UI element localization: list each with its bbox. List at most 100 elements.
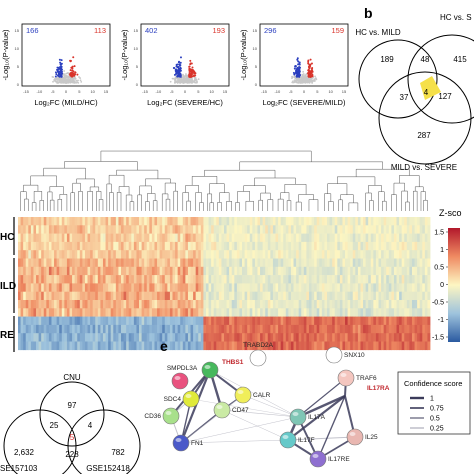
node-label: SDC4	[164, 396, 182, 403]
zscore-ticks: 1.5 1 0.5 0 -0.5 -1 -1.5	[432, 230, 448, 342]
volcano-y-label: -Log₁₀(P-value)	[1, 29, 10, 81]
zscore-tick: 1.5	[434, 230, 444, 237]
venn-b-highlight	[420, 76, 441, 100]
node-il17re[interactable]: IL17RE	[309, 450, 350, 468]
node-thbs1[interactable]: THBS1	[201, 359, 244, 379]
network-edge	[297, 377, 347, 418]
node-label: THBS1	[222, 359, 244, 366]
volcano-x-tick: 0	[303, 89, 306, 94]
volcano-x-tick: 5	[197, 89, 200, 94]
node-fn1[interactable]: FN1	[172, 434, 204, 452]
confidence-legend-box	[397, 371, 471, 435]
volcano-x-tick: 5	[316, 89, 319, 94]
volcano-y-tick: 5	[255, 64, 258, 69]
volcano-x-tick: 5	[78, 89, 81, 94]
volcano-y-tick: 5	[136, 64, 139, 69]
venn-d-left-right: 228	[65, 450, 79, 459]
network-edge	[287, 436, 356, 441]
volcano-up-count: 193	[212, 26, 225, 35]
node-cd47[interactable]: CD47	[213, 401, 249, 419]
heatmap-dendrogram	[20, 150, 428, 211]
volcano-up-count: 159	[331, 26, 344, 35]
volcano-x-tick: 15	[342, 89, 347, 94]
network-edge	[180, 439, 289, 444]
venn-b-ac: 37	[400, 93, 409, 102]
node-il25[interactable]: IL25	[346, 428, 378, 446]
venn-b-label-bottom: MILD vs. SEVERE	[391, 163, 457, 172]
confidence-legend-title: Confidence score	[404, 379, 462, 388]
volcano-x-tick: 0	[65, 89, 68, 94]
volcano-frame	[21, 23, 111, 87]
volcano-x-tick: 0	[184, 89, 187, 94]
row-label-ild: ILD	[0, 281, 16, 292]
venn-d-right-only: 782	[111, 448, 125, 457]
network-edge	[179, 369, 212, 444]
node-il17ra[interactable]: IL17RA	[367, 385, 390, 392]
volcano-y-tick: 10	[134, 46, 139, 51]
venn-b-label-right: HC vs. S	[440, 13, 472, 22]
zscore-tick: -1	[438, 317, 444, 324]
venn-d-label-right: GSE152418	[86, 464, 130, 473]
volcano-x-tick: 15	[104, 89, 109, 94]
venn-b-bc: 127	[438, 92, 452, 101]
volcano-y-label: -Log₁₀(P-value)	[239, 29, 248, 81]
volcano-y-tick: 15	[253, 28, 258, 33]
node-label: SNX10	[344, 352, 365, 359]
venn-d-left-only: 2,632	[14, 448, 35, 457]
volcano-y-tick: 0	[136, 82, 139, 87]
network-panel: e SMPDL3A THBS1 TRABD2A SNX10 SDC4 CALR TRAF6 I…	[144, 338, 471, 468]
heatmap-cells	[18, 217, 431, 351]
volcano-y-tick: 5	[17, 64, 20, 69]
network-edge	[180, 394, 244, 444]
volcano-y-tick: 10	[253, 46, 258, 51]
volcano-y-tick: 10	[15, 46, 20, 51]
venn-b-circle-left	[358, 39, 438, 119]
heatmap-panel: HC ILD RE Z-sco 1.5 1 0.5 0 -0.5 -1 -1.5	[0, 150, 462, 352]
volcano-x-tick: -10	[155, 89, 162, 94]
node-label: IL17F	[298, 437, 315, 444]
network-edge	[317, 395, 346, 460]
confidence-label: 0.75	[430, 406, 444, 413]
venn-b: b HC vs. MILD HC vs. S 189 48 415 37 4 1…	[355, 5, 474, 172]
node-smpdl3a[interactable]: SMPDL3A	[167, 365, 198, 390]
venn-d-label-top: CNU	[63, 373, 81, 382]
network-nodes: SMPDL3A THBS1 TRABD2A SNX10 SDC4 CALR TRAF6 IL1…	[144, 342, 390, 468]
network-edge	[297, 394, 346, 419]
node-label: CALR	[253, 392, 271, 399]
volcano-x-tick: -5	[289, 89, 293, 94]
node-label: FN1	[191, 440, 204, 447]
network-edge	[209, 369, 299, 418]
venn-b-circle-bottom	[378, 71, 472, 165]
row-label-hc: HC	[0, 232, 14, 243]
volcano-up-count: 113	[94, 26, 106, 35]
node-label: IL17RE	[328, 456, 350, 463]
volcano-frame	[259, 23, 349, 87]
volcano-y-tick: 0	[255, 82, 258, 87]
volcano-x-tick: -5	[170, 89, 174, 94]
network-edge	[190, 398, 299, 418]
node-il17a[interactable]: IL17A	[289, 408, 326, 426]
volcano-x-label: Log₂FC (SEVERE/HC)	[147, 98, 223, 107]
panel-b-letter: b	[364, 5, 373, 21]
volcano-x-tick: -15	[23, 89, 30, 94]
node-snx10[interactable]: SNX10	[325, 346, 365, 364]
volcano-x-tick: -15	[261, 89, 268, 94]
venn-d-circle-top	[39, 381, 105, 447]
node-il17f[interactable]: IL17F	[279, 431, 315, 449]
venn-b-a-only: 189	[380, 55, 394, 64]
volcano-plot-1: -Log₁₀(P-value) 0 5 10 15 -15 -10 -5 0 5 10 15 Log₂F…	[1, 23, 111, 107]
volcano-x-tick: -10	[36, 89, 43, 94]
node-sdc4[interactable]: SDC4	[164, 390, 200, 408]
node-traf6[interactable]: TRAF6	[337, 369, 377, 387]
confidence-legend-items: 1 0.75 0.5 0.25	[410, 396, 444, 433]
venn-b-ab: 48	[421, 55, 430, 64]
volcano-plot-3: -Log₁₀(P-value) 0 5 10 15 -15 -10 -5 0 5 10 15 Log₂F…	[239, 23, 349, 107]
zscore-tick: 0	[440, 282, 444, 289]
volcano-x-label: Log₂FC (MILD/HC)	[34, 98, 98, 107]
zscore-legend-title: Z-sco	[439, 208, 462, 218]
node-calr[interactable]: CALR	[234, 386, 271, 404]
node-cd36[interactable]: CD36	[144, 407, 180, 425]
volcano-x-tick: 10	[328, 89, 333, 94]
node-trabd2a[interactable]: TRABD2A	[243, 342, 274, 367]
